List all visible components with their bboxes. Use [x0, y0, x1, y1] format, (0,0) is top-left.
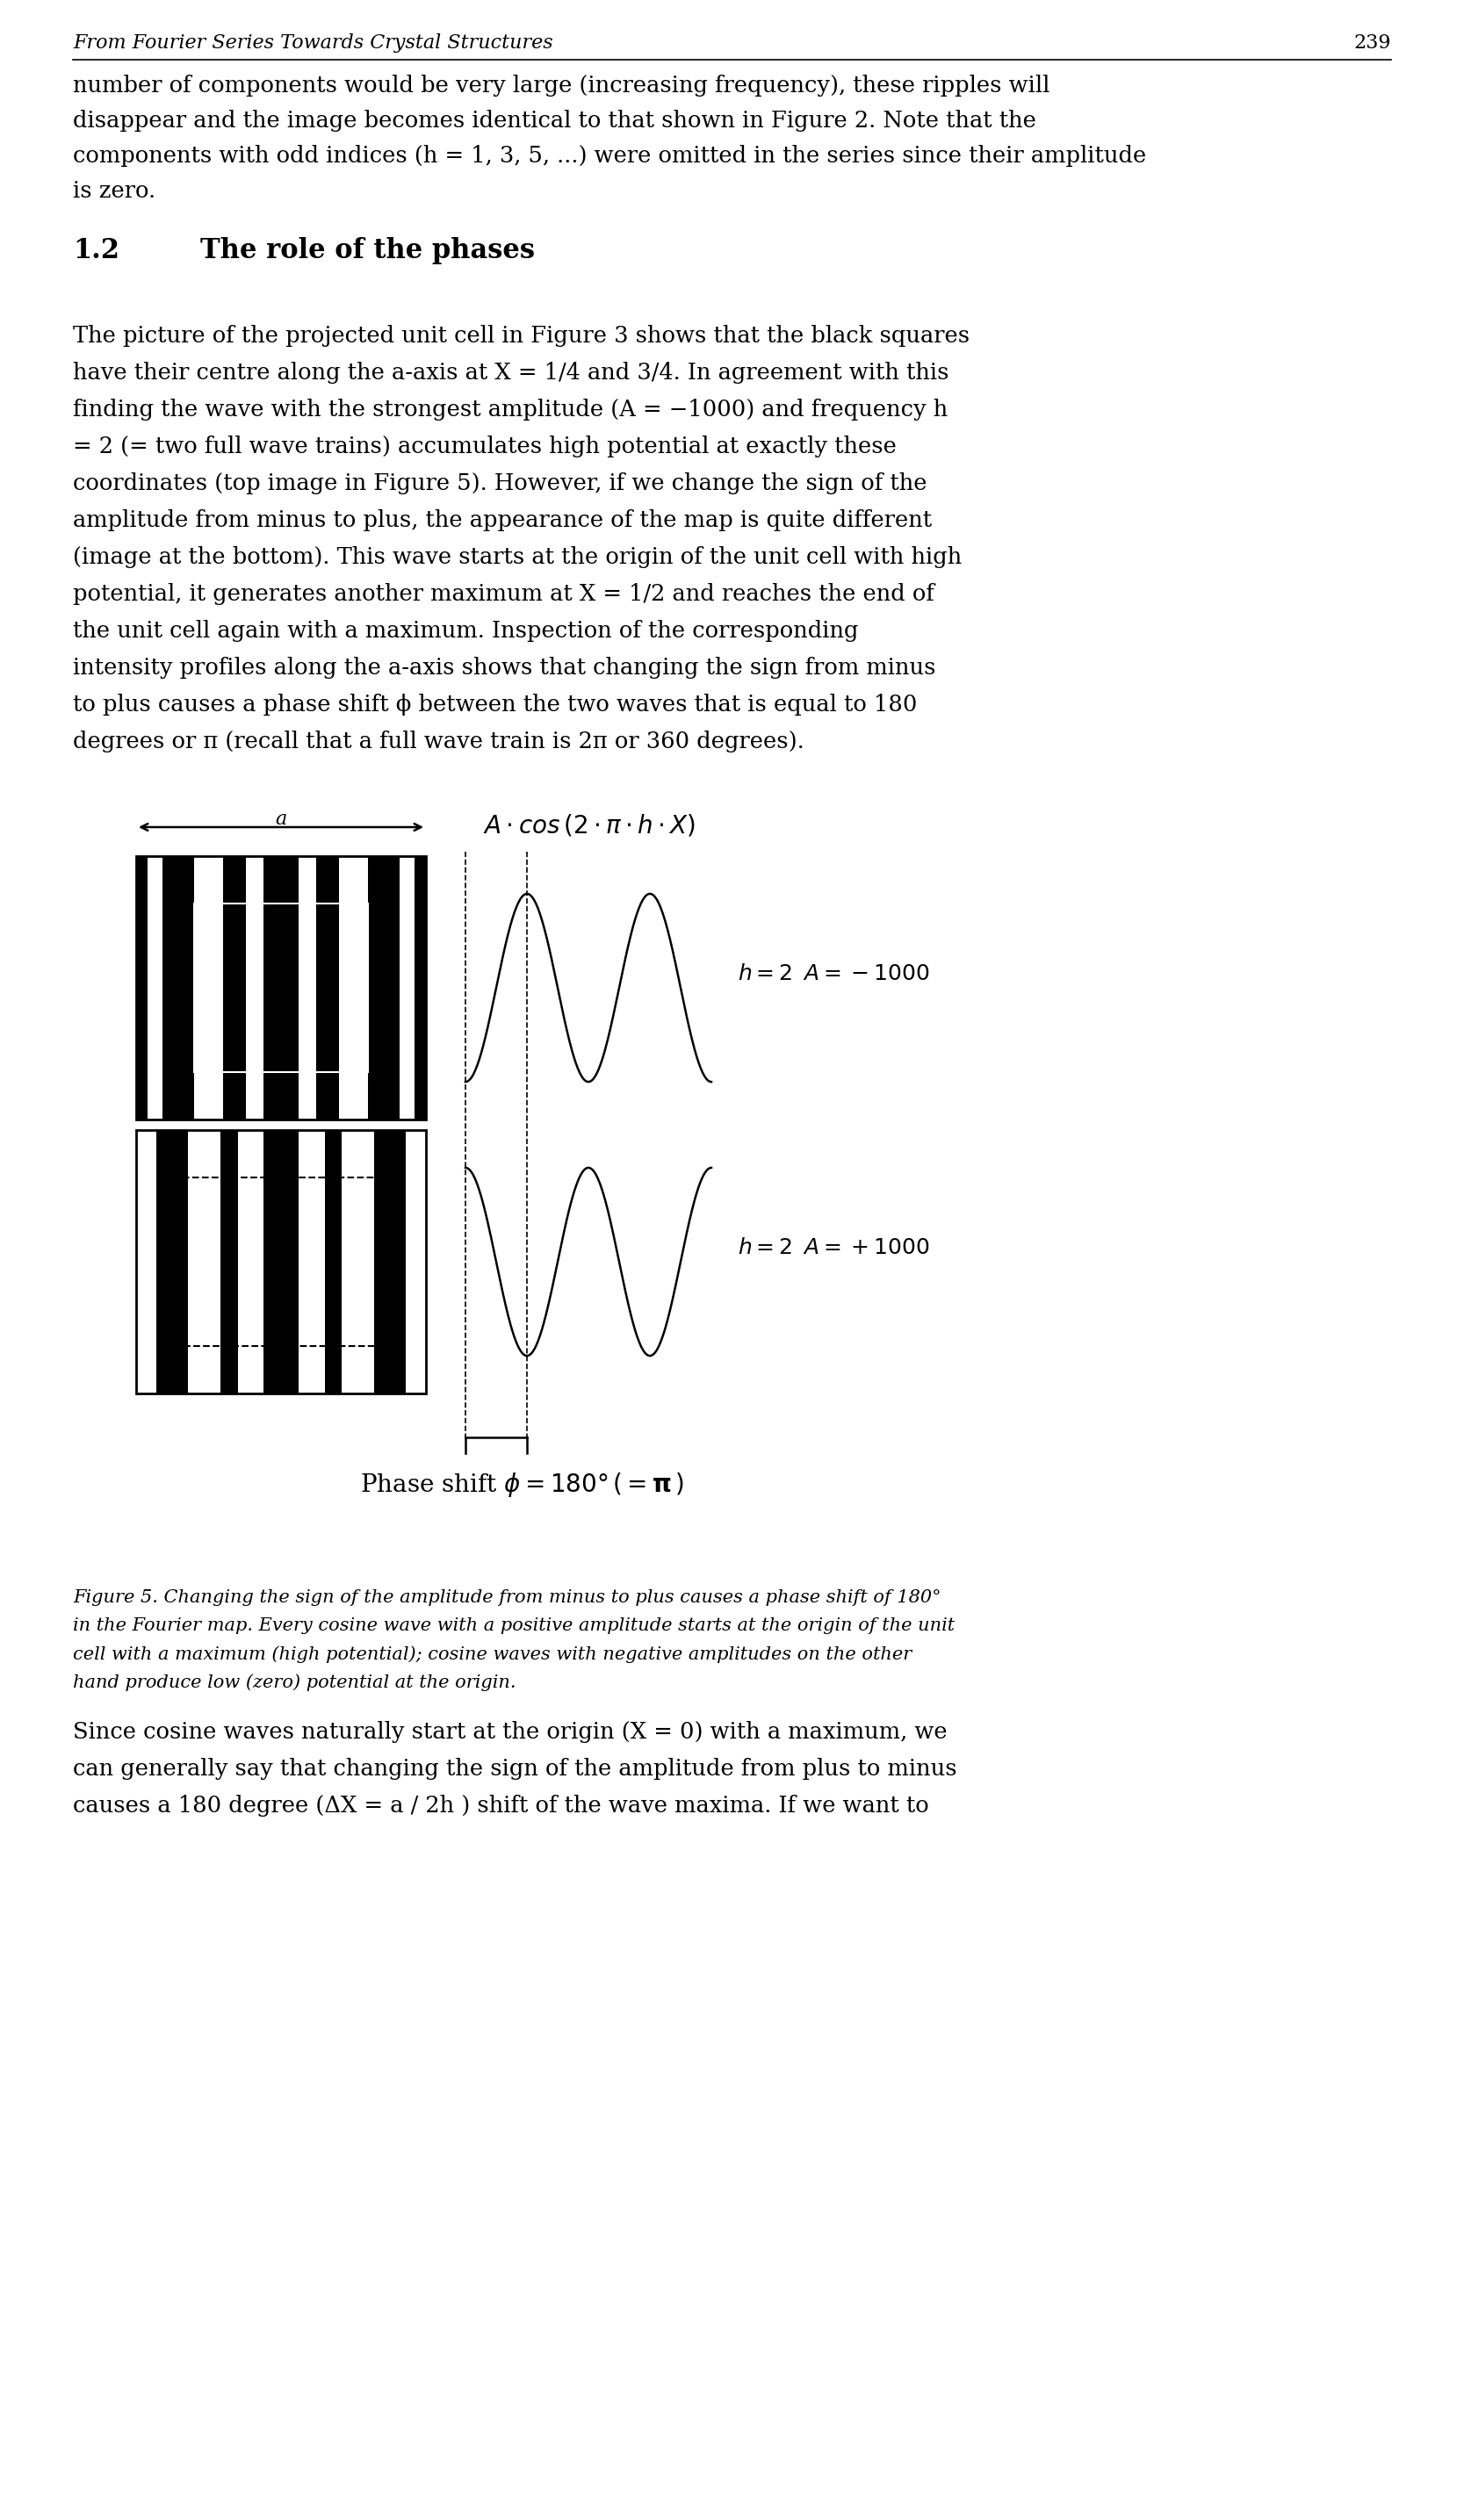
Text: Phase shift $\mathit{\phi} = 180°\,(= \mathbf{\pi}\,)$: Phase shift $\mathit{\phi} = 180°\,(= \m… — [360, 1472, 685, 1499]
Text: potential, it generates another maximum at X = 1/2 and reaches the end of: potential, it generates another maximum … — [73, 582, 934, 605]
Bar — [195, 857, 223, 1119]
Bar — [325, 1129, 343, 1394]
Text: number of components would be very large (increasing frequency), these ripples w: number of components would be very large… — [73, 76, 1050, 96]
Text: hand produce low (zero) potential at the origin.: hand produce low (zero) potential at the… — [73, 1673, 515, 1691]
Bar — [264, 1129, 299, 1394]
Text: a: a — [275, 809, 287, 829]
Text: $\mathit{h}=2\;\;\mathit{A}=+1000$: $\mathit{h}=2\;\;\mathit{A}=+1000$ — [738, 1237, 930, 1257]
Bar — [136, 857, 148, 1119]
Text: the unit cell again with a maximum. Inspection of the corresponding: the unit cell again with a maximum. Insp… — [73, 620, 858, 643]
Bar — [220, 1129, 237, 1394]
Bar — [400, 857, 414, 1119]
Text: can generally say that changing the sign of the amplitude from plus to minus: can generally say that changing the sign… — [73, 1759, 957, 1779]
Bar — [148, 857, 163, 1119]
Text: amplitude from minus to plus, the appearance of the map is quite different: amplitude from minus to plus, the appear… — [73, 509, 933, 532]
Text: have their centre along the a-axis at X = 1/4 and 3/4. In agreement with this: have their centre along the a-axis at X … — [73, 363, 949, 383]
Text: in the Fourier map. Every cosine wave with a positive amplitude starts at the or: in the Fourier map. Every cosine wave wi… — [73, 1618, 955, 1633]
Bar — [246, 857, 264, 1119]
Bar — [299, 857, 316, 1119]
Bar — [136, 1129, 426, 1394]
Bar — [340, 857, 367, 1119]
Text: to plus causes a phase shift ϕ between the two waves that is equal to 180: to plus causes a phase shift ϕ between t… — [73, 693, 916, 716]
Bar — [195, 905, 367, 1071]
Bar — [237, 1129, 264, 1394]
Bar — [136, 1129, 426, 1394]
Text: is zero.: is zero. — [73, 179, 155, 202]
Text: Figure 5. Changing the sign of the amplitude from minus to plus causes a phase s: Figure 5. Changing the sign of the ampli… — [73, 1590, 941, 1605]
Text: Since cosine waves naturally start at the origin (X = 0) with a maximum, we: Since cosine waves naturally start at th… — [73, 1721, 947, 1744]
Bar — [136, 857, 426, 1119]
Text: disappear and the image becomes identical to that shown in Figure 2. Note that t: disappear and the image becomes identica… — [73, 111, 1037, 131]
Bar — [189, 1129, 220, 1394]
Text: finding the wave with the strongest amplitude (A = −1000) and frequency h: finding the wave with the strongest ampl… — [73, 398, 947, 421]
Text: 239: 239 — [1354, 33, 1391, 53]
Text: causes a 180 degree (ΔX = a / 2h ) shift of the wave maxima. If we want to: causes a 180 degree (ΔX = a / 2h ) shift… — [73, 1794, 930, 1817]
Bar — [373, 1129, 406, 1394]
Bar — [136, 857, 426, 1119]
Bar — [174, 1177, 388, 1346]
Bar — [299, 1129, 325, 1394]
Bar — [264, 857, 299, 1119]
Bar — [406, 1129, 426, 1394]
Text: (image at the bottom). This wave starts at the origin of the unit cell with high: (image at the bottom). This wave starts … — [73, 547, 962, 567]
Bar — [414, 857, 426, 1119]
Bar — [136, 1129, 157, 1394]
Text: 1.2: 1.2 — [73, 237, 120, 265]
Bar — [223, 857, 246, 1119]
Text: The picture of the projected unit cell in Figure 3 shows that the black squares: The picture of the projected unit cell i… — [73, 325, 969, 348]
Bar — [343, 1129, 373, 1394]
Text: intensity profiles along the a-axis shows that changing the sign from minus: intensity profiles along the a-axis show… — [73, 658, 935, 678]
Text: coordinates (top image in Figure 5). However, if we change the sign of the: coordinates (top image in Figure 5). How… — [73, 471, 927, 494]
Bar — [157, 1129, 189, 1394]
Text: $\mathit{h}=2\;\;\mathit{A}=-1000$: $\mathit{h}=2\;\;\mathit{A}=-1000$ — [738, 965, 930, 985]
Text: From Fourier Series Towards Crystal Structures: From Fourier Series Towards Crystal Stru… — [73, 33, 553, 53]
Bar — [316, 857, 340, 1119]
Text: cell with a maximum (high potential); cosine waves with negative amplitudes on t: cell with a maximum (high potential); co… — [73, 1646, 912, 1663]
Text: $A \cdot \mathit{cos}\,(2 \cdot \pi \cdot h \cdot X)$: $A \cdot \mathit{cos}\,(2 \cdot \pi \cdo… — [483, 811, 695, 837]
Text: degrees or π (recall that a full wave train is 2π or 360 degrees).: degrees or π (recall that a full wave tr… — [73, 731, 804, 753]
Bar — [367, 857, 400, 1119]
Text: The role of the phases: The role of the phases — [201, 237, 534, 265]
Text: components with odd indices (h = 1, 3, 5, ...) were omitted in the series since : components with odd indices (h = 1, 3, 5… — [73, 144, 1146, 166]
Text: = 2 (= two full wave trains) accumulates high potential at exactly these: = 2 (= two full wave trains) accumulates… — [73, 436, 896, 459]
Bar — [163, 857, 195, 1119]
